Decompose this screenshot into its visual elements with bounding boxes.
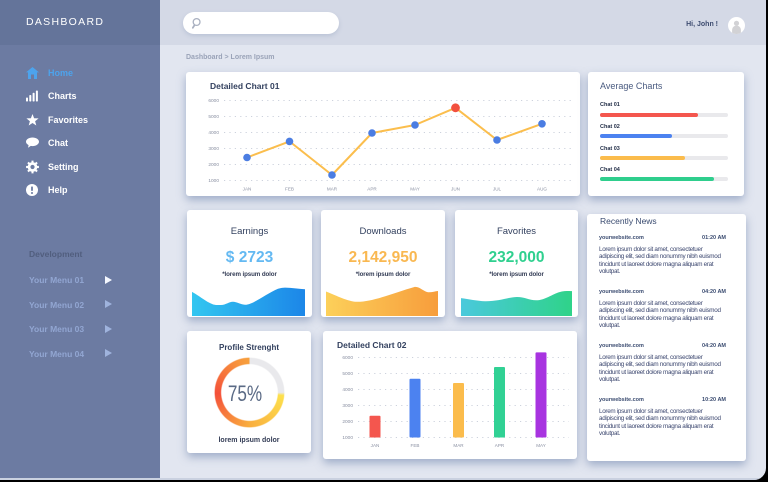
- svg-text:APR: APR: [495, 443, 505, 448]
- svg-text:MAY: MAY: [536, 443, 546, 448]
- svg-text:1000: 1000: [208, 178, 219, 184]
- svg-text:3000: 3000: [208, 146, 219, 152]
- svg-text:MAR: MAR: [327, 187, 338, 192]
- svg-text:FEB: FEB: [285, 187, 294, 192]
- svg-text:4000: 4000: [342, 387, 353, 393]
- svg-text:JUL: JUL: [493, 187, 502, 192]
- svg-text:2000: 2000: [342, 419, 353, 425]
- svg-text:JUN: JUN: [451, 187, 460, 192]
- svg-text:5000: 5000: [208, 114, 219, 120]
- svg-text:6000: 6000: [208, 98, 219, 104]
- svg-text:2000: 2000: [208, 162, 219, 168]
- svg-text:1000: 1000: [342, 435, 353, 441]
- svg-text:5000: 5000: [342, 371, 353, 377]
- svg-text:3000: 3000: [342, 403, 353, 409]
- svg-text:MAR: MAR: [453, 443, 464, 448]
- svg-text:6000: 6000: [342, 355, 353, 361]
- svg-text:4000: 4000: [208, 130, 219, 136]
- svg-text:JAN: JAN: [371, 443, 380, 448]
- svg-text:MAY: MAY: [410, 187, 420, 192]
- svg-text:AUG: AUG: [537, 187, 547, 192]
- svg-text:FEB: FEB: [411, 443, 420, 448]
- svg-text:APR: APR: [367, 187, 377, 192]
- svg-text:JAN: JAN: [243, 187, 252, 192]
